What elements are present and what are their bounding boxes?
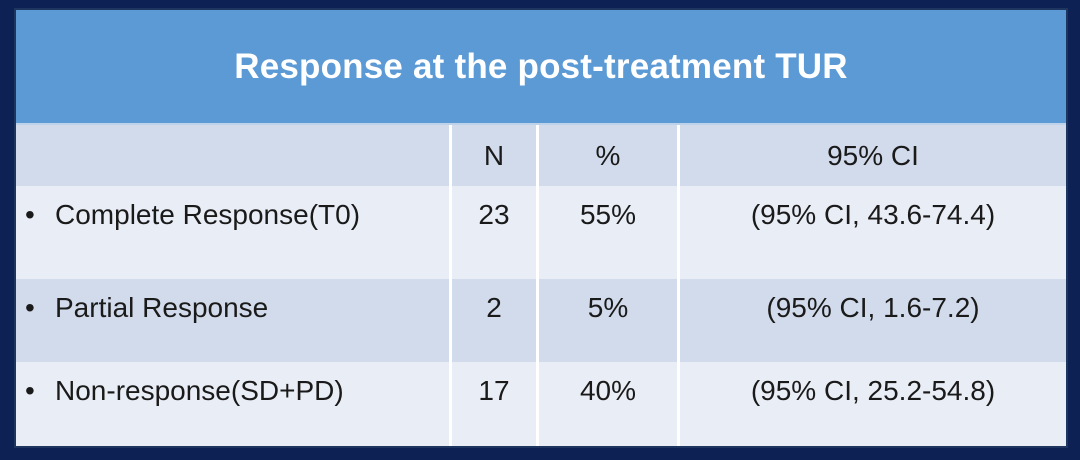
row-pct-value: 55% xyxy=(539,186,677,279)
bullet-icon: • xyxy=(25,375,35,406)
row-pct-value: 5% xyxy=(539,279,677,362)
row-n-value: 17 xyxy=(452,362,536,446)
header-cell-pct: % xyxy=(539,125,677,186)
header-cell-label xyxy=(16,125,449,186)
header-cell-n: N xyxy=(452,125,536,186)
bullet-icon: • xyxy=(25,199,35,230)
table-row-label: • Complete Response(T0) xyxy=(16,186,449,279)
table-row-label: • Non-response(SD+PD) xyxy=(16,362,449,446)
table-title: Response at the post-treatment TUR xyxy=(234,46,848,86)
row-n-value: 23 xyxy=(452,186,536,279)
header-cell-ci: 95% CI xyxy=(680,125,1066,186)
table-frame: Response at the post-treatment TUR N % 9… xyxy=(14,8,1068,448)
bullet-icon: • xyxy=(25,292,35,323)
row-label-text: Complete Response(T0) xyxy=(55,199,361,230)
row-ci-value: (95% CI, 25.2-54.8) xyxy=(680,362,1066,446)
table-row-label: • Partial Response xyxy=(16,279,449,362)
row-ci-value: (95% CI, 1.6-7.2) xyxy=(680,279,1066,362)
response-table: N % 95% CI • Complete Response(T0) 23 55… xyxy=(16,125,1066,446)
row-label-text: Partial Response xyxy=(55,292,269,323)
row-ci-value: (95% CI, 43.6-74.4) xyxy=(680,186,1066,279)
row-pct-value: 40% xyxy=(539,362,677,446)
table-title-band: Response at the post-treatment TUR xyxy=(16,10,1066,125)
row-n-value: 2 xyxy=(452,279,536,362)
row-label-text: Non-response(SD+PD) xyxy=(55,375,344,406)
